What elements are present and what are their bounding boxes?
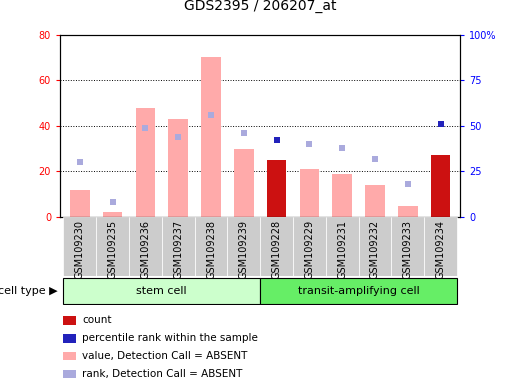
Text: GSM109234: GSM109234 [436,220,446,279]
Bar [293,217,326,276]
Bar [168,119,188,217]
Point [141,124,150,131]
Text: GSM109228: GSM109228 [271,220,281,279]
Point [305,141,314,147]
Text: rank, Detection Call = ABSENT: rank, Detection Call = ABSENT [83,369,243,379]
Bar [63,334,76,343]
Bar [326,217,359,276]
Point [174,134,183,140]
Text: GSM109239: GSM109239 [239,220,249,279]
Bar [201,57,221,217]
Bar [365,185,385,217]
Bar [398,205,417,217]
Text: GSM109236: GSM109236 [140,220,151,279]
Bar [391,217,424,276]
Text: GSM109232: GSM109232 [370,220,380,279]
Text: GSM109230: GSM109230 [75,220,85,279]
Bar [195,217,228,276]
Point [272,137,281,144]
Bar [332,174,352,217]
Point [76,159,84,166]
Text: stem cell: stem cell [137,286,187,296]
Bar [63,278,260,304]
Bar [234,149,254,217]
Bar [359,217,391,276]
Text: transit-amplifying cell: transit-amplifying cell [298,286,419,296]
Text: GSM109235: GSM109235 [108,220,118,279]
Point [371,156,379,162]
Bar [431,156,450,217]
Bar [63,369,76,378]
Text: cell type ▶: cell type ▶ [0,286,58,296]
Bar [103,212,122,217]
Bar [63,217,96,276]
Text: GDS2395 / 206207_at: GDS2395 / 206207_at [184,0,336,13]
Point [108,199,117,205]
Text: value, Detection Call = ABSENT: value, Detection Call = ABSENT [83,351,248,361]
Text: GSM109237: GSM109237 [173,220,183,279]
Bar [96,217,129,276]
Bar [260,217,293,276]
Text: GSM109229: GSM109229 [304,220,314,279]
Point [404,181,412,187]
Point [240,130,248,136]
Bar [267,160,287,217]
Bar [424,217,457,276]
Bar [300,169,319,217]
Text: percentile rank within the sample: percentile rank within the sample [83,333,258,343]
Text: GSM109231: GSM109231 [337,220,347,279]
Bar [162,217,195,276]
Point [436,121,445,127]
Bar [135,108,155,217]
Text: count: count [83,316,112,326]
Bar [63,316,76,325]
Bar [129,217,162,276]
Text: GSM109238: GSM109238 [206,220,216,279]
Bar [63,352,76,360]
Bar [70,190,89,217]
Text: GSM109233: GSM109233 [403,220,413,279]
Point [338,145,346,151]
Point [207,112,215,118]
Bar [228,217,260,276]
Bar [260,278,457,304]
